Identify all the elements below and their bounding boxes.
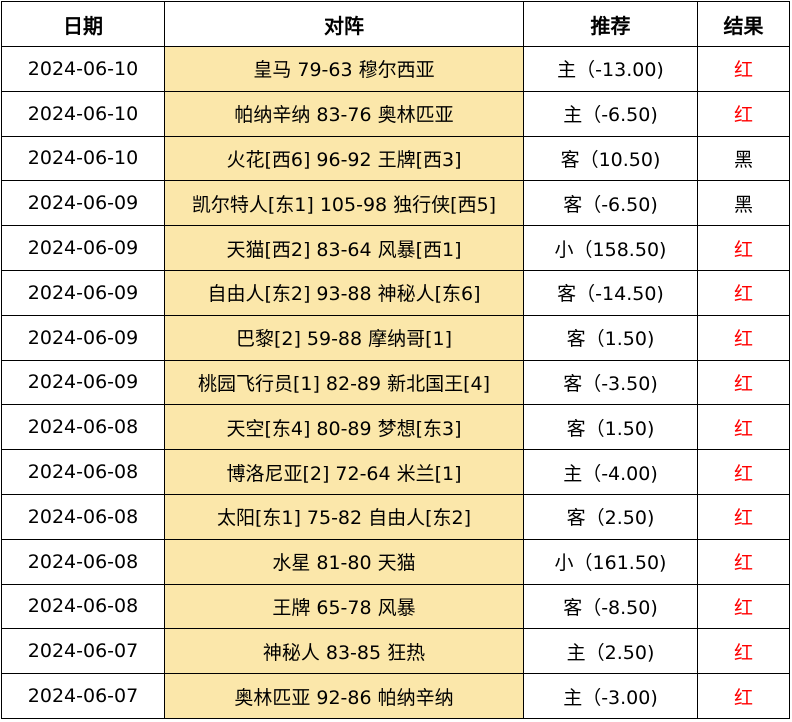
- match-cell: 奥林匹亚 92-86 帕纳辛纳: [164, 673, 524, 719]
- date-cell: 2024-06-08: [1, 493, 165, 540]
- pick-cell: 小（161.50): [523, 538, 698, 585]
- date-cell: 2024-06-10: [1, 135, 165, 182]
- header-pick: 推荐: [523, 1, 698, 47]
- table-row: 2024-06-08 水星 81-80 天猫 小（161.50) 红: [1, 538, 790, 585]
- result-cell: 黑: [697, 135, 790, 182]
- table-body: 2024-06-10 皇马 79-63 穆尔西亚 主（-13.00) 红 202…: [1, 46, 790, 719]
- result-cell: 红: [697, 673, 790, 719]
- pick-cell: 主（-3.00): [523, 673, 698, 719]
- date-cell: 2024-06-09: [1, 269, 165, 316]
- date-cell: 2024-06-10: [1, 46, 165, 92]
- result-cell: 红: [697, 583, 790, 630]
- header-result: 结果: [697, 1, 790, 47]
- result-cell: 红: [697, 314, 790, 361]
- table-row: 2024-06-09 桃园飞行员[1] 82-89 新北国王[4] 客（-3.5…: [1, 359, 790, 406]
- table-row: 2024-06-08 博洛尼亚[2] 72-64 米兰[1] 主（-4.00) …: [1, 449, 790, 495]
- match-cell: 皇马 79-63 穆尔西亚: [164, 46, 524, 92]
- match-cell: 王牌 65-78 风暴: [164, 583, 524, 630]
- table-row: 2024-06-07 神秘人 83-85 狂热 主（2.50) 红: [1, 628, 790, 675]
- pick-cell: 客（1.50): [523, 404, 698, 451]
- table-row: 2024-06-07 奥林匹亚 92-86 帕纳辛纳 主（-3.00) 红: [1, 673, 790, 719]
- result-cell: 黑: [697, 180, 790, 227]
- table-row: 2024-06-09 天猫[西2] 83-64 风暴[西1] 小（158.50)…: [1, 225, 790, 271]
- result-cell: 红: [697, 449, 790, 495]
- pick-cell: 小（158.50): [523, 225, 698, 271]
- table-row: 2024-06-10 火花[西6] 96-92 王牌[西3] 客（10.50) …: [1, 135, 790, 182]
- match-cell: 天空[东4] 80-89 梦想[东3]: [164, 404, 524, 451]
- match-cell: 巴黎[2] 59-88 摩纳哥[1]: [164, 314, 524, 361]
- date-cell: 2024-06-09: [1, 180, 165, 227]
- date-cell: 2024-06-08: [1, 538, 165, 585]
- pick-cell: 客（-8.50): [523, 583, 698, 630]
- table-row: 2024-06-08 王牌 65-78 风暴 客（-8.50) 红: [1, 583, 790, 630]
- match-cell: 帕纳辛纳 83-76 奥林匹亚: [164, 90, 524, 137]
- table-row: 2024-06-08 太阳[东1] 75-82 自由人[东2] 客（2.50) …: [1, 493, 790, 540]
- date-cell: 2024-06-09: [1, 314, 165, 361]
- result-cell: 红: [697, 404, 790, 451]
- match-cell: 天猫[西2] 83-64 风暴[西1]: [164, 225, 524, 271]
- result-cell: 红: [697, 46, 790, 92]
- header-match: 对阵: [164, 1, 524, 47]
- result-cell: 红: [697, 493, 790, 540]
- pick-cell: 主（-6.50): [523, 90, 698, 137]
- pick-cell: 客（-3.50): [523, 359, 698, 406]
- table-row: 2024-06-10 帕纳辛纳 83-76 奥林匹亚 主（-6.50) 红: [1, 90, 790, 137]
- date-cell: 2024-06-09: [1, 225, 165, 271]
- match-cell: 桃园飞行员[1] 82-89 新北国王[4]: [164, 359, 524, 406]
- pick-cell: 客（10.50): [523, 135, 698, 182]
- table-header: 日期 对阵 推荐 结果: [1, 1, 790, 47]
- result-cell: 红: [697, 225, 790, 271]
- pick-cell: 客（-6.50): [523, 180, 698, 227]
- date-cell: 2024-06-08: [1, 583, 165, 630]
- match-cell: 神秘人 83-85 狂热: [164, 628, 524, 675]
- match-cell: 博洛尼亚[2] 72-64 米兰[1]: [164, 449, 524, 495]
- date-cell: 2024-06-09: [1, 359, 165, 406]
- match-cell: 太阳[东1] 75-82 自由人[东2]: [164, 493, 524, 540]
- pick-cell: 客（1.50): [523, 314, 698, 361]
- result-cell: 红: [697, 538, 790, 585]
- match-cell: 水星 81-80 天猫: [164, 538, 524, 585]
- result-cell: 红: [697, 269, 790, 316]
- date-cell: 2024-06-08: [1, 404, 165, 451]
- header-date: 日期: [1, 1, 165, 47]
- header-row: 日期 对阵 推荐 结果: [1, 1, 790, 47]
- pick-cell: 客（-14.50): [523, 269, 698, 316]
- date-cell: 2024-06-10: [1, 90, 165, 137]
- result-cell: 红: [697, 90, 790, 137]
- result-cell: 红: [697, 628, 790, 675]
- result-cell: 红: [697, 359, 790, 406]
- date-cell: 2024-06-08: [1, 449, 165, 495]
- table-row: 2024-06-08 天空[东4] 80-89 梦想[东3] 客（1.50) 红: [1, 404, 790, 451]
- match-cell: 凯尔特人[东1] 105-98 独行侠[西5]: [164, 180, 524, 227]
- pick-cell: 主（-13.00): [523, 46, 698, 92]
- table-row: 2024-06-09 巴黎[2] 59-88 摩纳哥[1] 客（1.50) 红: [1, 314, 790, 361]
- pick-cell: 主（2.50): [523, 628, 698, 675]
- pick-cell: 主（-4.00): [523, 449, 698, 495]
- table-row: 2024-06-09 自由人[东2] 93-88 神秘人[东6] 客（-14.5…: [1, 269, 790, 316]
- date-cell: 2024-06-07: [1, 628, 165, 675]
- match-cell: 火花[西6] 96-92 王牌[西3]: [164, 135, 524, 182]
- table-row: 2024-06-09 凯尔特人[东1] 105-98 独行侠[西5] 客（-6.…: [1, 180, 790, 227]
- match-cell: 自由人[东2] 93-88 神秘人[东6]: [164, 269, 524, 316]
- date-cell: 2024-06-07: [1, 673, 165, 719]
- pick-cell: 客（2.50): [523, 493, 698, 540]
- table-row: 2024-06-10 皇马 79-63 穆尔西亚 主（-13.00) 红: [1, 46, 790, 92]
